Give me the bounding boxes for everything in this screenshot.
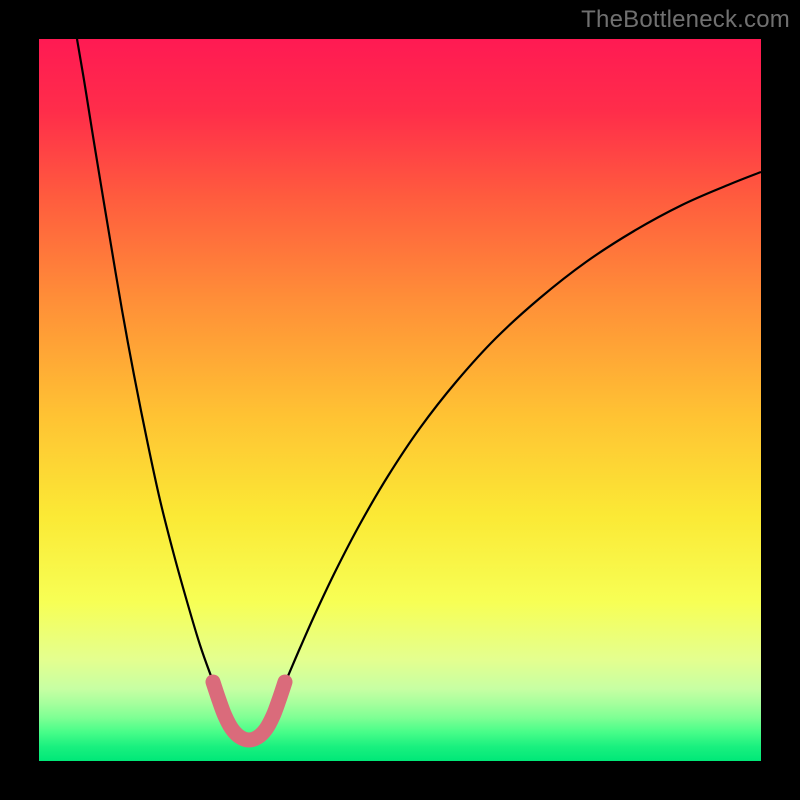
plot-background xyxy=(39,39,761,761)
chart-svg xyxy=(0,0,800,800)
plot-area xyxy=(39,39,761,761)
watermark-label: TheBottleneck.com xyxy=(581,6,790,34)
chart-stage: TheBottleneck.com xyxy=(0,0,800,800)
